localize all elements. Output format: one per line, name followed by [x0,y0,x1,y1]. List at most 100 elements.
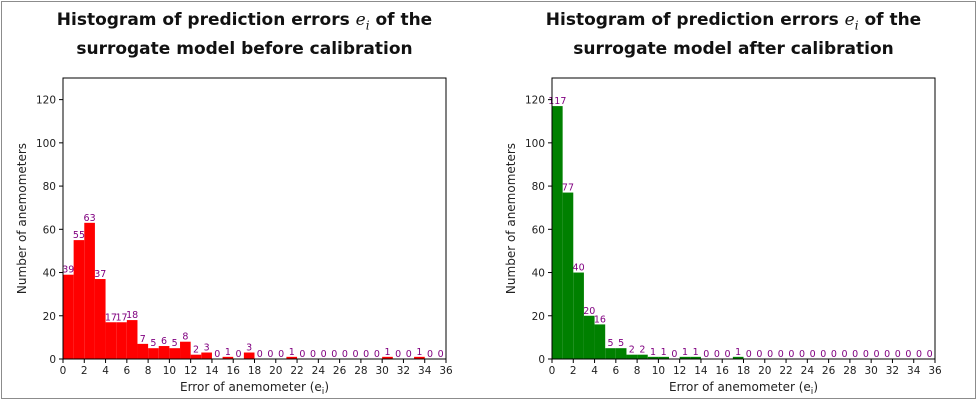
histogram-bar [552,106,563,359]
bar-value-label: 0 [820,349,826,360]
bar-value-label: 2 [639,345,645,356]
bar-value-label: 0 [884,349,890,360]
bar-value-label: 16 [594,314,606,325]
histogram-bar [573,272,584,359]
bar-value-label: 37 [94,269,106,280]
bar-value-label: 40 [573,263,585,274]
x-axis-label: Error of anemometer (ei) [180,380,329,397]
bar-value-label: 0 [767,349,773,360]
bar-value-label: 0 [214,349,220,360]
histogram-bar [222,356,234,359]
bar-value-label: 1 [661,347,667,358]
x-tick-label: 4 [102,365,109,377]
bar-value-label: 0 [427,349,433,360]
bar-value-label: 0 [873,349,879,360]
plot-area [552,78,935,359]
bar-value-label: 0 [895,349,901,360]
x-tick-label: 20 [758,365,771,377]
histogram-bar [382,356,393,359]
x-tick-label: 12 [673,365,686,377]
bar-value-label: 3 [204,343,210,354]
x-tick-label: 36 [439,365,453,377]
y-tick-label: 120 [525,95,545,107]
histogram-bar [116,322,127,359]
bar-value-label: 0 [257,349,263,360]
title-line2: surrogate model after calibration [573,39,894,60]
x-tick-label: 8 [145,365,152,377]
y-tick-label: 40 [43,268,56,280]
bar-value-label: 3 [246,343,252,354]
histogram-bar [243,352,255,359]
bar-value-label: 0 [438,349,444,360]
y-tick-label: 120 [36,95,56,107]
bar-value-label: 0 [321,349,327,360]
x-tick-label: 22 [779,365,792,377]
x-tick-label: 18 [248,365,261,377]
title-line2: surrogate model before calibration [76,39,413,60]
y-tick-label: 80 [532,181,545,193]
x-tick-label: 30 [375,365,388,377]
chart-title: Histogram of prediction errors ei of the… [489,8,978,61]
bar-value-label: 1 [735,347,741,358]
bar-value-label: 5 [150,338,156,349]
bar-value-label: 0 [671,349,677,360]
bar-value-label: 5 [618,338,624,349]
bar-value-label: 0 [703,349,709,360]
bar-value-label: 0 [310,349,316,360]
bar-value-label: 6 [161,336,167,347]
y-tick-label: 100 [36,138,56,150]
bar-value-label: 0 [353,349,359,360]
bar-value-label: 5 [607,338,613,349]
bar-value-label: 0 [746,349,752,360]
x-tick-label: 22 [290,365,303,377]
bar-value-label: 55 [73,230,85,241]
histogram-bar [679,356,691,359]
histogram-bar [562,192,574,359]
x-tick-label: 4 [591,365,598,377]
histogram-bar [63,274,74,359]
bar-value-label: 0 [236,349,242,360]
histogram-bar [647,356,659,359]
y-axis-label: Number of anemometers [504,143,518,294]
x-tick-label: 6 [612,365,619,377]
x-tick-label: 10 [652,365,665,377]
bar-value-label: 0 [374,349,380,360]
bar-value-label: 0 [342,349,348,360]
bar-value-label: 0 [406,349,412,360]
bar-value-label: 7 [140,334,146,345]
histogram-bar [583,315,595,359]
bar-value-label: 0 [714,349,720,360]
bar-value-label: 1 [650,347,656,358]
x-tick-label: 28 [354,365,367,377]
bar-value-label: 1 [693,347,699,358]
bar-value-label: 1 [682,347,688,358]
bar-value-label: 0 [863,349,869,360]
bar-value-label: 5 [172,338,178,349]
y-tick-label: 0 [49,354,56,366]
x-tick-label: 14 [205,365,219,377]
title-subscript: i [365,18,370,33]
bar-value-label: 18 [126,310,138,321]
y-tick-label: 60 [43,224,56,236]
bar-value-label: 0 [927,349,933,360]
y-tick-label: 60 [532,224,545,236]
y-tick-label: 20 [43,311,56,323]
bar-value-label: 1 [384,347,390,358]
bar-value-label: 0 [363,349,369,360]
title-line1-text: Histogram of prediction errors [545,10,845,30]
bar-value-label: 0 [842,349,848,360]
title-symbol: e [355,10,366,30]
histogram-bar [626,354,638,359]
bar-value-label: 8 [182,332,188,343]
histogram-bar [732,356,744,359]
x-tick-label: 32 [886,365,899,377]
title-symbol: e [844,10,855,30]
title-line1-suffix: of the [369,10,433,30]
bar-value-label: 0 [916,349,922,360]
x-tick-label: 30 [864,365,877,377]
histogram-bar [201,352,212,359]
histogram-bar [169,348,181,359]
x-tick-label: 32 [397,365,410,377]
